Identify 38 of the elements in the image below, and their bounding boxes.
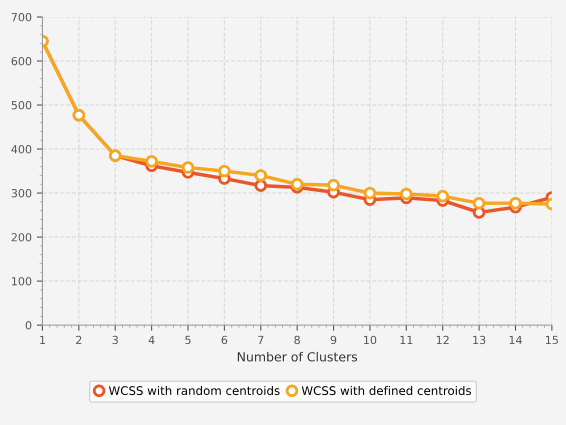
y-tick-label: 500 [12,101,32,110]
point [472,196,486,210]
x-tick-label: 11 [400,336,412,344]
x-axis-title: Number of Clusters [238,352,358,362]
legend-label: WCSS with defined centroids [302,386,472,396]
point [327,178,340,192]
x-tick-label: 8 [294,336,300,344]
y-tick-label: 700 [12,12,32,22]
x-tick-label: 7 [258,336,264,344]
point [436,190,449,202]
x-tick-label: 4 [148,336,155,344]
point [364,186,376,200]
x-tick-label: 6 [222,336,228,344]
point [290,178,304,191]
x-tick-label: 1 [40,336,45,344]
point [254,179,268,192]
x-tick-label: 13 [473,336,486,344]
y-tick-label: 400 [11,145,32,154]
y-tick-label: 300 [12,189,32,198]
point [218,164,231,178]
point [254,169,268,182]
x-tick-label: 9 [330,336,336,344]
y-tick-label: 0 [26,321,32,330]
x-tick-label: 10 [364,336,376,344]
point [182,161,194,174]
x-tick-label: 2 [76,336,82,344]
point [509,196,522,210]
x-tick-label: 5 [185,336,191,344]
point [400,188,413,200]
y-tick-label: 600 [12,56,32,66]
legend-label: WCSS with random centroids [108,386,280,396]
x-tick-label: 14 [510,336,522,344]
x-tick-label: 3 [112,336,118,344]
y-tick-label: 100 [12,277,32,286]
y-tick-label: 200 [12,233,32,242]
point [145,155,158,168]
x-tick-label: 15 [546,336,558,344]
x-tick-label: 12 [436,336,449,344]
